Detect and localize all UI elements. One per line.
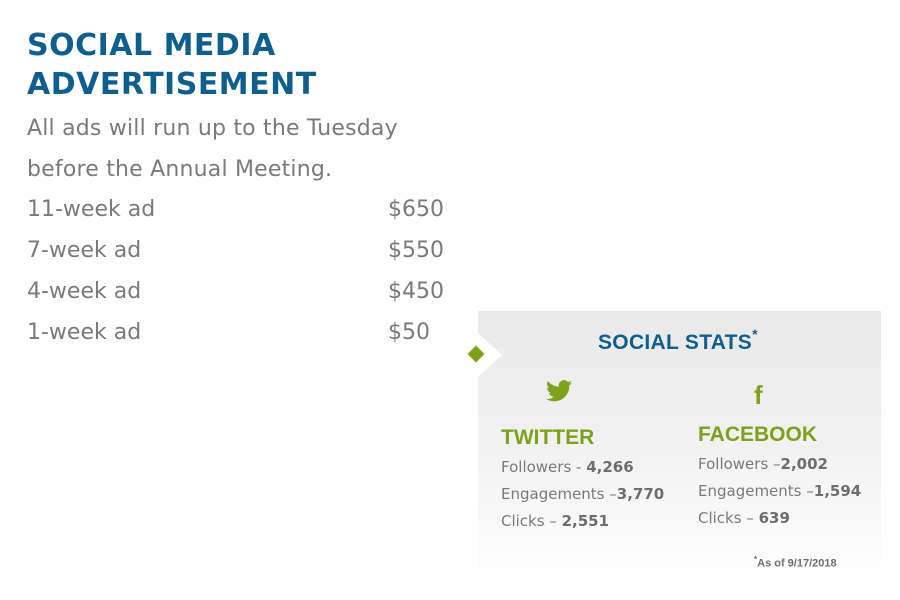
stat-label: Followers – <box>698 455 781 473</box>
price-table: 11-week ad $650 7-week ad $550 4-week ad… <box>27 189 467 353</box>
social-stats-title-text: SOCIAL STATS <box>598 331 753 354</box>
title-line-1: SOCIAL MEDIA <box>27 28 276 63</box>
ad-duration: 1-week ad <box>27 320 142 345</box>
intro-text: All ads will run up to the Tuesday befor… <box>27 108 467 190</box>
twitter-stats: TWITTER Followers - 4,266 Engagements –3… <box>501 380 691 535</box>
stat-line: Engagements –3,770 <box>501 481 691 508</box>
ad-duration: 7-week ad <box>27 238 142 263</box>
stat-label: Clicks – <box>698 509 759 527</box>
ad-price: $50 <box>388 320 430 345</box>
stat-label: Engagements – <box>698 482 814 500</box>
twitter-stat-list: Followers - 4,266 Engagements –3,770 Cli… <box>501 454 691 535</box>
stat-line: Clicks – 639 <box>698 505 888 532</box>
stat-value: 1,594 <box>813 482 862 500</box>
ad-price: $550 <box>388 238 444 263</box>
ad-duration: 11-week ad <box>27 197 156 222</box>
ad-price: $450 <box>388 279 444 304</box>
asterisk-mark: * <box>752 326 758 342</box>
footnote-text: As of 9/17/2018 <box>757 557 837 570</box>
social-stats-panel <box>478 311 881 587</box>
stat-label: Clicks – <box>501 512 562 530</box>
stat-value: 4,266 <box>586 458 634 476</box>
price-row: 1-week ad $50 <box>27 312 467 353</box>
social-stats-title: SOCIAL STATS* <box>598 326 758 355</box>
stat-value: 2,551 <box>561 512 610 530</box>
price-row: 4-week ad $450 <box>27 271 467 312</box>
stats-footnote: *As of 9/17/2018 <box>754 555 837 570</box>
facebook-stat-list: Followers –2,002 Engagements –1,594 Clic… <box>698 451 888 532</box>
ad-duration: 4-week ad <box>27 279 142 304</box>
stat-line: Followers - 4,266 <box>501 454 691 481</box>
intro-line-1: All ads will run up to the Tuesday <box>27 116 398 141</box>
stat-value: 3,770 <box>616 485 665 503</box>
facebook-stats: f FACEBOOK Followers –2,002 Engagements … <box>698 380 888 532</box>
intro-line-2: before the Annual Meeting. <box>27 157 333 182</box>
price-row: 7-week ad $550 <box>27 230 467 271</box>
twitter-label: TWITTER <box>501 426 595 449</box>
price-row: 11-week ad $650 <box>27 189 467 230</box>
stat-label: Followers - <box>501 458 587 476</box>
page-title: SOCIAL MEDIA ADVERTISEMENT <box>27 26 467 104</box>
stat-label: Engagements – <box>501 485 617 503</box>
ad-price: $650 <box>388 197 444 222</box>
footnote-asterisk: * <box>754 555 758 564</box>
twitter-bird-icon <box>546 380 691 410</box>
stat-value: 2,002 <box>780 455 828 473</box>
stat-line: Clicks – 2,551 <box>501 508 691 535</box>
facebook-f-icon: f <box>754 380 763 410</box>
stat-line: Followers –2,002 <box>698 451 888 478</box>
stat-line: Engagements –1,594 <box>698 478 888 505</box>
facebook-label: FACEBOOK <box>698 423 818 446</box>
stat-value: 639 <box>758 509 790 527</box>
title-line-2: ADVERTISEMENT <box>27 67 317 102</box>
